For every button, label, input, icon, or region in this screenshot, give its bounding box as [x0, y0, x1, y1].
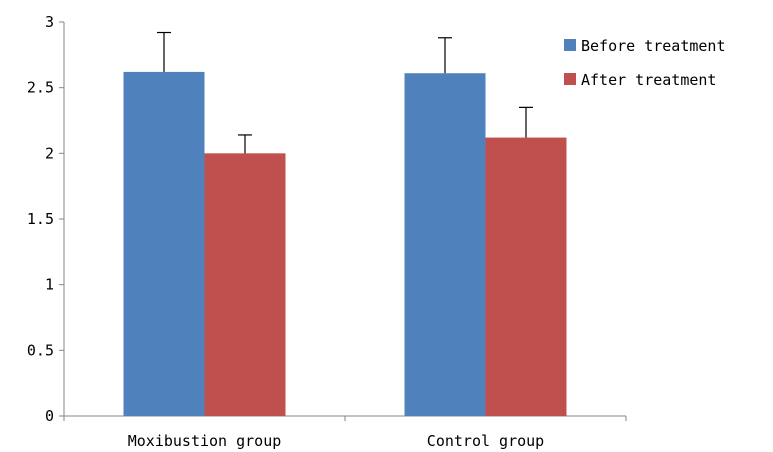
- y-tick-label: 0: [45, 407, 54, 425]
- y-axis: 0 0.5 1 1.5 2 2.5 3: [27, 13, 65, 425]
- legend-swatch: [564, 39, 576, 51]
- y-tick-label: 1: [45, 276, 54, 294]
- bars: [123, 71, 567, 417]
- y-tick-label: 3: [45, 13, 54, 31]
- x-tick-label: Moxibustion group: [128, 432, 282, 450]
- y-tick-label: 2: [45, 144, 54, 162]
- legend-label: After treatment: [581, 71, 716, 89]
- bar: [123, 71, 205, 416]
- legend-label: Before treatment: [581, 37, 726, 55]
- bar: [204, 153, 286, 417]
- x-tick-label: Control group: [427, 432, 544, 450]
- legend-swatch: [564, 73, 576, 85]
- error-bars: [157, 31, 533, 154]
- y-tick-label: 0.5: [27, 341, 54, 359]
- y-tick-label: 1.5: [27, 210, 54, 228]
- legend: Before treatment After treatment: [564, 37, 726, 89]
- bar: [404, 73, 486, 416]
- bar: [485, 137, 567, 416]
- x-axis: Moxibustion group Control group: [63, 415, 627, 450]
- y-tick-label: 2.5: [27, 79, 54, 97]
